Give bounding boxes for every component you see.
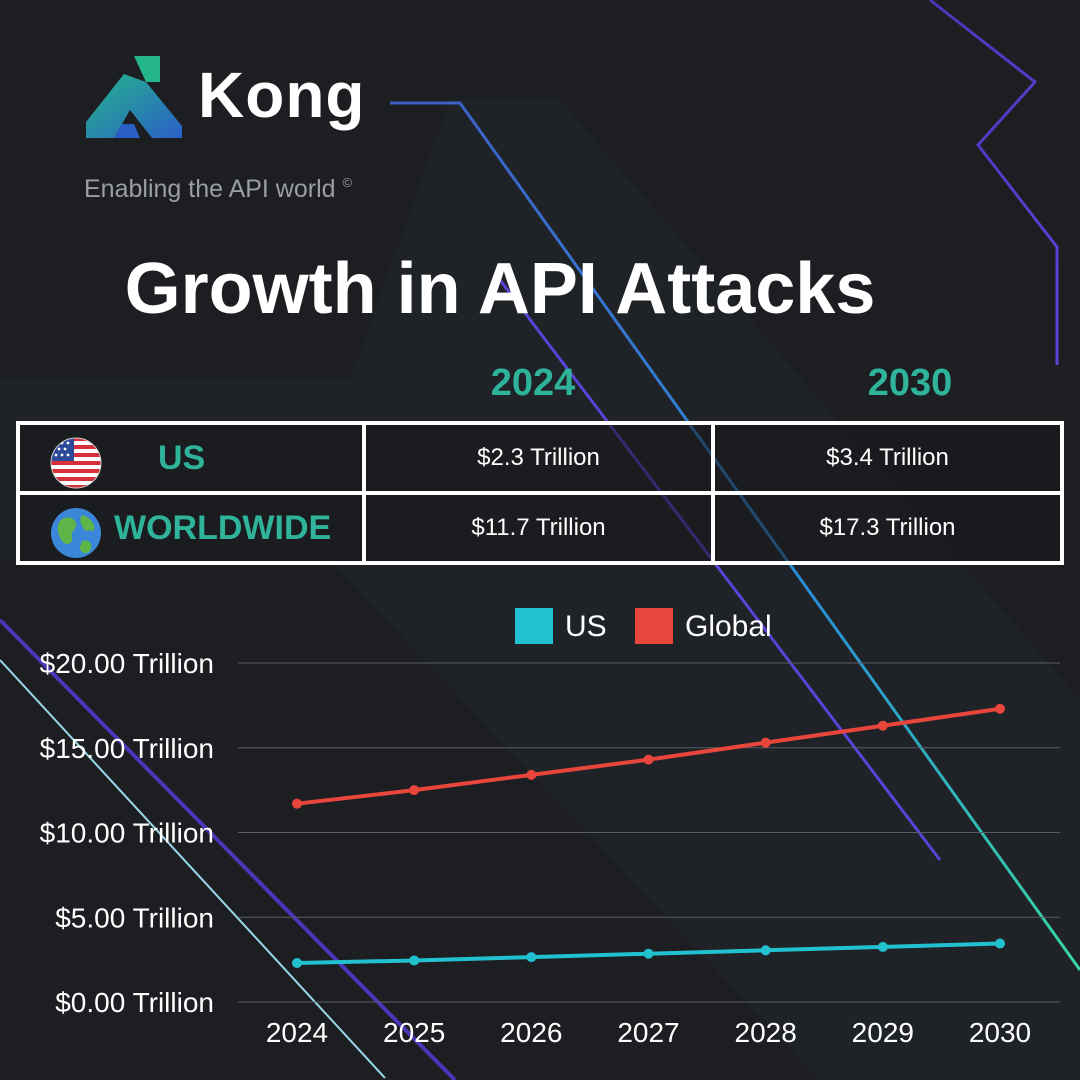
x-tick-label: 2027 (617, 1017, 679, 1048)
x-tick-label: 2025 (383, 1017, 445, 1048)
data-point-global (643, 754, 654, 765)
brand-name: Kong (198, 59, 366, 131)
y-tick-label: $20.00 Trillion (40, 648, 214, 679)
x-tick-label: 2029 (852, 1017, 914, 1048)
legend-swatch-global (635, 608, 673, 644)
value-worldwide-2024: $11.7 Trillion (362, 491, 715, 565)
line-chart: $0.00 Trillion $5.00 Trillion $10.00 Trill… (40, 608, 1060, 1048)
x-tick-label: 2030 (969, 1017, 1031, 1048)
y-tick-label: $0.00 Trillion (55, 987, 214, 1018)
attack-cost-table: US $2.3 Trillion $3.4 Trillion WORLDWIDE… (16, 421, 1064, 565)
region-cell: WORLDWIDE (16, 491, 366, 565)
tagline-copyright: © (342, 175, 353, 190)
value-worldwide-2030: $17.3 Trillion (711, 491, 1064, 565)
legend-swatch-us (515, 608, 553, 644)
tagline: Enabling the API world © (84, 175, 352, 204)
us-flag-icon (50, 437, 102, 489)
data-point-global (526, 769, 537, 780)
value-us-2030: $3.4 Trillion (711, 421, 1064, 495)
value-us-2024: $2.3 Trillion (362, 421, 715, 495)
x-tick-label: 2026 (500, 1017, 562, 1048)
legend-label-global: Global (685, 610, 772, 643)
y-tick-label: $5.00 Trillion (55, 902, 214, 933)
kong-logo: Kong (84, 52, 384, 142)
data-point-us (643, 948, 654, 959)
column-header-2024: 2024 (490, 362, 576, 404)
data-point-us (292, 958, 302, 969)
data-point-us (995, 938, 1005, 949)
tagline-text: Enabling the API world (84, 175, 336, 203)
page-title: Growth in API Attacks (124, 249, 876, 329)
globe-icon (51, 508, 101, 558)
x-tick-label: 2024 (266, 1017, 328, 1048)
y-tick-label: $15.00 Trillion (40, 733, 214, 764)
region-cell: US (16, 421, 366, 495)
y-tick-label: $10.00 Trillion (40, 818, 214, 849)
table-row: WORLDWIDE $11.7 Trillion $17.3 Trillion (16, 491, 1064, 565)
data-point-global (995, 703, 1005, 714)
data-point-us (526, 952, 537, 963)
legend-label-us: US (565, 610, 607, 643)
kong-logo-icon (86, 56, 182, 138)
data-point-us (409, 955, 420, 966)
column-header-2030: 2030 (867, 362, 953, 404)
data-point-us (760, 945, 771, 956)
data-point-global (877, 720, 888, 731)
table-row: US $2.3 Trillion $3.4 Trillion (16, 421, 1064, 495)
data-point-global (409, 785, 420, 796)
data-point-global (760, 737, 771, 748)
x-tick-label: 2028 (735, 1017, 797, 1048)
data-point-us (877, 941, 888, 952)
data-point-global (292, 798, 302, 809)
region-label-us: US (158, 439, 206, 477)
region-label-worldwide: WORLDWIDE (114, 509, 332, 547)
